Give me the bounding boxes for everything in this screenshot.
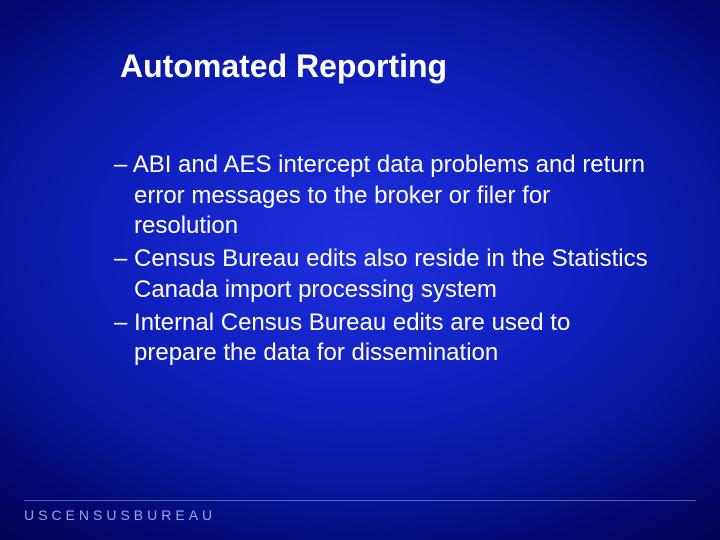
slide: Automated Reporting – ABI and AES interc… — [0, 0, 720, 540]
footer-org-label: USCENSUSBUREAU — [24, 507, 216, 523]
bullet-text: Census Bureau edits also reside in the S… — [134, 245, 648, 303]
bullet-dash-icon: – — [114, 151, 127, 178]
bullet-dash-icon: – — [114, 309, 127, 336]
slide-body: – ABI and AES intercept data problems an… — [92, 150, 650, 371]
bullet-item: – Internal Census Bureau edits are used … — [92, 308, 650, 369]
bullet-dash-icon: – — [114, 245, 127, 272]
slide-title: Automated Reporting — [120, 48, 447, 85]
page-number: 138 — [665, 0, 692, 506]
bullet-item: – ABI and AES intercept data problems an… — [92, 150, 650, 242]
slide-footer: USCENSUSBUREAU — [24, 500, 696, 528]
bullet-text: ABI and AES intercept data problems and … — [133, 151, 645, 239]
bullet-item: – Census Bureau edits also reside in the… — [92, 244, 650, 305]
bullet-text: Internal Census Bureau edits are used to… — [134, 309, 570, 367]
